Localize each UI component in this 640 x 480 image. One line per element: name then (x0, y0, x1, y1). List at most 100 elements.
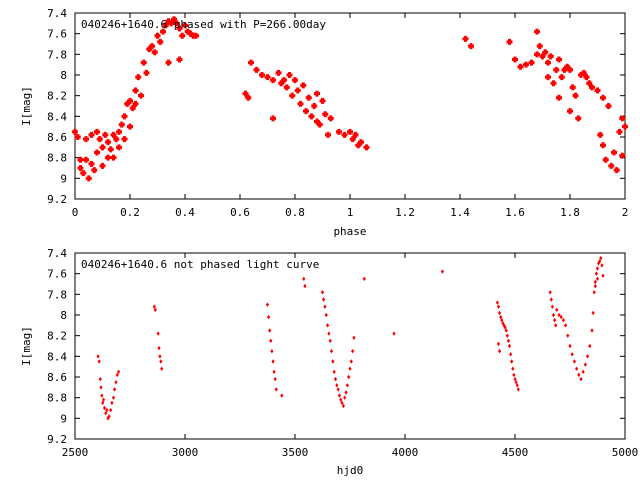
y-tick-label: 8.6 (47, 371, 67, 384)
data-point (121, 113, 128, 120)
data-point (558, 74, 565, 81)
data-point (498, 310, 502, 316)
data-point (516, 387, 520, 392)
x-tick-label: 2 (622, 206, 629, 219)
data-point (513, 376, 517, 382)
data-point (132, 100, 139, 107)
data-point (549, 297, 553, 302)
data-point (179, 32, 186, 39)
data-point (601, 273, 605, 278)
data-point (512, 56, 518, 63)
data-point (514, 379, 518, 385)
data-point (173, 20, 180, 27)
y-tick-label: 9.2 (47, 193, 67, 206)
data-point (595, 266, 600, 271)
data-point (259, 72, 265, 78)
data-point (504, 328, 508, 333)
data-point (336, 387, 340, 392)
data-point (345, 383, 349, 388)
data-point (583, 362, 587, 367)
data-points (96, 255, 605, 421)
data-point (157, 345, 161, 351)
data-point (568, 343, 572, 349)
data-point (121, 136, 128, 143)
data-point (528, 59, 535, 66)
data-point (114, 379, 118, 385)
data-point (292, 77, 298, 84)
plot-frame (74, 252, 626, 440)
y-tick-label: 7.4 (47, 7, 67, 20)
data-point (297, 100, 304, 107)
data-point (548, 290, 552, 295)
data-point (111, 395, 116, 400)
data-point (110, 400, 114, 406)
x-tick-label: 1.4 (450, 206, 470, 219)
data-point (600, 94, 606, 101)
data-point (110, 154, 117, 161)
data-point (586, 354, 590, 359)
data-point (157, 38, 164, 45)
data-point (577, 372, 581, 378)
y-tick-label: 7.6 (47, 268, 67, 281)
y-tick-label: 8.4 (47, 350, 67, 363)
data-point (534, 51, 540, 58)
data-point (572, 92, 579, 99)
data-point (597, 131, 604, 138)
data-point (329, 348, 334, 354)
data-point (101, 400, 105, 406)
data-point (100, 393, 104, 398)
data-point (591, 310, 595, 316)
y-tick-label: 7.6 (47, 28, 67, 41)
y-axis-label: I[mag] (20, 86, 33, 126)
data-point (348, 366, 352, 371)
x-tick-label: 0 (72, 206, 79, 219)
data-point (363, 144, 370, 151)
data-point (583, 74, 590, 81)
data-point (352, 131, 359, 138)
data-point (77, 156, 84, 163)
y-tick-label: 8 (60, 69, 67, 82)
data-point (99, 162, 106, 169)
data-point (331, 359, 335, 364)
data-point (324, 312, 328, 318)
data-point (165, 59, 172, 66)
data-point (349, 359, 353, 364)
data-point (248, 59, 254, 66)
data-point (616, 128, 623, 135)
data-point (499, 314, 503, 320)
data-point (107, 146, 114, 153)
data-point (245, 94, 252, 101)
x-tick-label: 4000 (392, 446, 419, 459)
data-point (328, 338, 332, 344)
data-point (605, 103, 612, 109)
data-point (550, 80, 557, 87)
data-point (325, 131, 331, 138)
data-point (151, 49, 158, 56)
data-point (274, 387, 278, 392)
data-point (138, 92, 144, 99)
data-point (294, 87, 301, 94)
data-point (358, 139, 364, 146)
data-point (325, 323, 330, 328)
data-point (116, 144, 122, 151)
y-tick-label: 9 (60, 172, 67, 185)
data-point (273, 376, 277, 382)
data-point (159, 359, 163, 364)
y-tick-label: 8 (60, 309, 67, 322)
data-point (512, 372, 516, 378)
data-point (152, 304, 156, 309)
data-point (341, 131, 348, 138)
y-axis-label: I[mag] (20, 326, 33, 366)
data-point (127, 97, 133, 104)
data-point (85, 175, 92, 182)
data-point (268, 328, 272, 333)
y-tick-label: 9 (60, 412, 67, 425)
data-point (311, 103, 318, 109)
data-point (581, 369, 585, 375)
data-point (102, 131, 109, 138)
data-point (594, 87, 601, 94)
data-point (496, 304, 501, 309)
y-tick-label: 8.8 (47, 152, 67, 165)
data-point (83, 156, 89, 163)
data-point (462, 35, 469, 42)
